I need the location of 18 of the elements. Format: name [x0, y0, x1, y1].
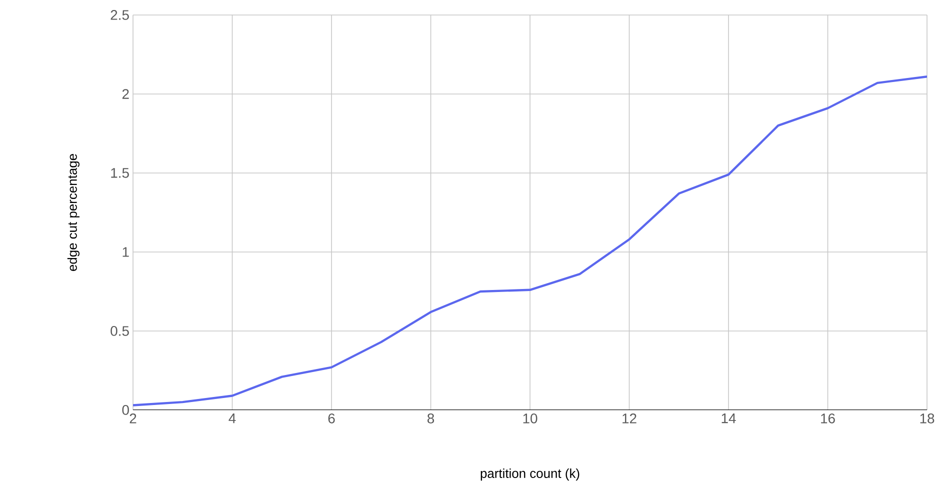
x-tick-label: 16	[821, 413, 835, 424]
x-tick-label: 18	[920, 413, 934, 424]
y-tick-label: 1.5	[111, 168, 129, 178]
x-tick-label: 12	[622, 413, 636, 424]
y-tick-label: 2.5	[110, 10, 129, 20]
y-tick-label: 1	[122, 247, 129, 257]
x-tick-label: 8	[427, 413, 434, 424]
y-tick-label: 0	[122, 405, 129, 415]
x-axis-title: partition count (k)	[480, 468, 580, 481]
y-tick-label: 2	[122, 89, 129, 99]
x-tick-label: 10	[523, 413, 538, 424]
x-tick-label: 4	[228, 414, 236, 424]
x-tick-label: 6	[328, 413, 335, 424]
line-series	[133, 76, 928, 406]
y-tick-label: 0.5	[110, 326, 129, 336]
y-axis-title: edge cut percentage	[67, 154, 80, 271]
x-tick-label: 2	[130, 413, 136, 424]
x-tick-label: 14	[722, 414, 736, 424]
